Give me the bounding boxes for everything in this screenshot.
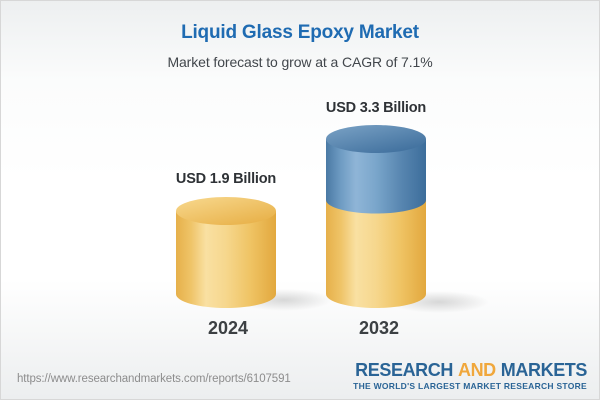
value-label-2024: USD 1.9 Billion bbox=[175, 171, 277, 187]
logo-wordmark: RESEARCH AND MARKETS bbox=[353, 361, 587, 379]
bar-2032-base-body bbox=[326, 200, 426, 294]
logo-word-and: AND bbox=[457, 360, 496, 380]
source-url: https://www.researchandmarkets.com/repor… bbox=[17, 373, 291, 385]
chart-title: Liquid Glass Epoxy Market bbox=[181, 22, 419, 43]
logo-word-markets: MARKETS bbox=[500, 360, 588, 380]
bar-2032-top-face bbox=[326, 125, 426, 153]
value-label-2032: USD 3.3 Billion bbox=[325, 100, 427, 116]
bar-2032-base-segment bbox=[326, 200, 426, 308]
chart-subtitle: Market forecast to grow at a CAGR of 7.1… bbox=[167, 54, 433, 70]
bar-2032-cylinder bbox=[326, 125, 426, 308]
logo-word-research: RESEARCH bbox=[355, 360, 453, 380]
bar-2024-bottom-face bbox=[176, 280, 276, 308]
bar-2032-growth-segment bbox=[326, 125, 426, 214]
x-axis-label-2024: 2024 bbox=[207, 318, 249, 338]
bar-2024-top-face bbox=[176, 197, 276, 225]
bar-2024-cylinder bbox=[176, 197, 276, 308]
logo-tagline: THE WORLD'S LARGEST MARKET RESEARCH STOR… bbox=[353, 381, 587, 391]
bar-2032-bottom-face bbox=[326, 280, 426, 308]
researchandmarkets-logo: RESEARCH AND MARKETS THE WORLD'S LARGEST… bbox=[353, 361, 587, 391]
x-axis-label-2032: 2032 bbox=[358, 318, 400, 338]
